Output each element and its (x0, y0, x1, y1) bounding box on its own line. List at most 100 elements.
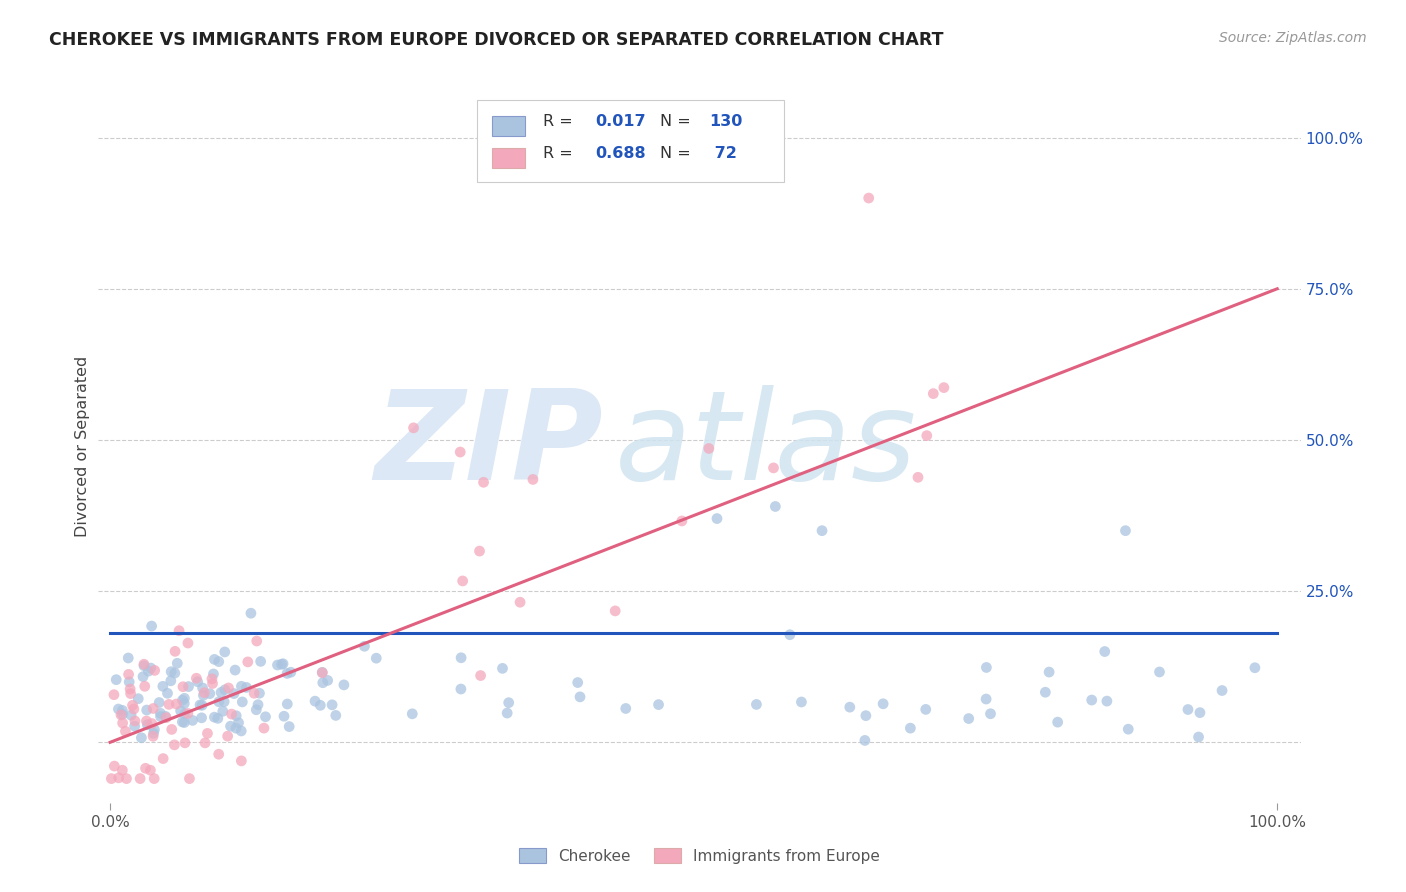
Point (498, 696, 520, 710)
Text: ZIP: ZIP (374, 385, 603, 507)
Point (647, 698, 669, 712)
Point (763, 500, 786, 514)
Point (273, 709, 295, 723)
Point (118, 674, 141, 689)
Point (271, 657, 294, 671)
Point (120, 687, 142, 701)
Point (124, 714, 146, 728)
Point (311, 665, 333, 680)
Point (1033, 685, 1056, 699)
Point (138, 664, 160, 678)
Point (209, 685, 232, 699)
Point (105, 673, 128, 687)
Point (235, 681, 257, 695)
Point (245, 703, 267, 717)
Point (1149, 665, 1171, 679)
Point (1038, 665, 1060, 679)
Point (858, 191, 880, 205)
Point (979, 706, 1001, 721)
Point (143, 772, 166, 786)
Point (117, 651, 139, 665)
Point (333, 678, 356, 692)
Point (974, 692, 997, 706)
Point (932, 381, 955, 395)
Point (907, 470, 929, 484)
Point (266, 658, 288, 673)
Point (115, 772, 138, 786)
Point (914, 702, 936, 716)
Point (569, 690, 592, 704)
Point (135, 761, 157, 775)
Point (139, 661, 162, 675)
Point (280, 665, 302, 680)
Point (149, 709, 172, 723)
Point (325, 708, 347, 723)
Point (143, 723, 166, 737)
Point (172, 714, 194, 729)
Point (496, 706, 519, 720)
Point (276, 697, 298, 711)
Point (353, 640, 375, 654)
Point (197, 726, 219, 740)
Point (186, 671, 208, 685)
Point (957, 712, 980, 726)
Point (222, 687, 245, 701)
Text: CHEROKEE VS IMMIGRANTS FROM EUROPE DIVORCED OR SEPARATED CORRELATION CHART: CHEROKEE VS IMMIGRANTS FROM EUROPE DIVOR… (49, 31, 943, 49)
Point (312, 675, 335, 690)
Point (247, 698, 270, 712)
Point (177, 680, 200, 694)
Point (1114, 524, 1136, 538)
Point (166, 657, 188, 671)
Point (311, 665, 333, 680)
Point (915, 428, 938, 442)
Point (254, 710, 277, 724)
Point (671, 514, 693, 528)
Point (194, 736, 217, 750)
Point (141, 619, 163, 633)
Point (217, 729, 239, 743)
Point (188, 698, 211, 712)
Point (177, 706, 200, 721)
Point (316, 673, 339, 688)
Point (172, 693, 194, 707)
Text: N =: N = (659, 146, 690, 161)
Point (509, 595, 531, 609)
Point (221, 707, 243, 722)
Point (149, 706, 172, 721)
Point (174, 736, 197, 750)
Text: 0.017: 0.017 (595, 114, 645, 128)
Point (762, 461, 785, 475)
Point (211, 704, 233, 718)
Point (163, 738, 186, 752)
Point (152, 679, 174, 693)
Point (278, 720, 301, 734)
Point (173, 691, 195, 706)
Point (163, 666, 186, 681)
Point (522, 472, 544, 486)
Point (922, 386, 945, 401)
Point (224, 663, 246, 677)
Point (697, 442, 720, 456)
Text: N =: N = (659, 114, 690, 128)
Point (120, 682, 142, 697)
Point (124, 719, 146, 733)
Point (304, 694, 326, 708)
Point (165, 697, 187, 711)
Point (134, 679, 156, 693)
Point (110, 707, 132, 722)
Point (165, 644, 187, 658)
Point (239, 606, 262, 620)
Point (228, 715, 250, 730)
Point (139, 763, 162, 777)
Point (131, 731, 153, 745)
Point (1095, 694, 1118, 708)
Point (190, 711, 212, 725)
Point (472, 475, 495, 490)
Point (103, 688, 125, 702)
Point (172, 680, 194, 694)
Point (111, 716, 134, 731)
Point (177, 636, 200, 650)
Point (111, 707, 134, 722)
Point (779, 628, 801, 642)
Point (214, 645, 236, 659)
